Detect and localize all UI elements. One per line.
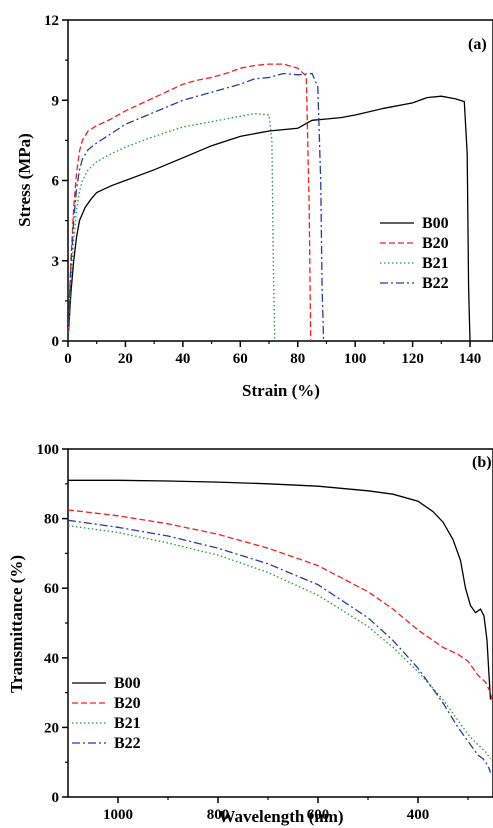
panel-a-y-tick-label: 3 — [52, 254, 60, 270]
panel-b-y-tick-label: 20 — [44, 720, 59, 736]
panel-a-y-tick-label: 0 — [52, 334, 60, 350]
panel-a-legend-label-b21: B21 — [422, 255, 449, 272]
panel-a-series-b21 — [68, 112, 276, 341]
panel-b-legend-label-b21: B21 — [114, 715, 141, 732]
panel-b-x-axis-title: Wavelength (nm) — [218, 807, 343, 826]
panel-a-y-tick-label: 9 — [52, 93, 60, 109]
panel-a-y-tick-label: 6 — [52, 174, 60, 190]
panel-a-x-tick-label: 120 — [401, 351, 424, 367]
panel-b-y-tick-label: 100 — [37, 442, 60, 458]
panel-a-plot-frame — [67, 19, 493, 342]
panel-b-x-tick-label: 1000 — [103, 807, 133, 823]
panel-a-x-axis-title: Strain (%) — [242, 381, 320, 400]
panel-b-x-tick-label: 800 — [207, 807, 230, 823]
panel-b-y-tick-label: 0 — [52, 790, 60, 806]
panel-a-x-tick-label: 0 — [64, 351, 72, 367]
panel-b-series-b22 — [68, 519, 492, 773]
panel-b-series-b20 — [68, 509, 493, 704]
panel-a-label: (a) — [468, 36, 487, 53]
panel-a-y-axis-title: Stress (MPa) — [15, 133, 34, 227]
panel-b-y-axis-title: Transmittance (%) — [7, 555, 26, 693]
panel-b-legend-label-b20: B20 — [114, 695, 141, 712]
panel-a-series-b22 — [68, 72, 325, 341]
panel-a-legend-label-b20: B20 — [422, 235, 449, 252]
panel-a-x-tick-label: 100 — [344, 351, 367, 367]
panel-b-x-tick-label: 400 — [407, 807, 430, 823]
panel-a-x-tick-label: 140 — [459, 351, 482, 367]
panel-a-x-tick-label: 40 — [175, 351, 190, 367]
panel-a-legend-label-b22: B22 — [422, 275, 449, 292]
panel-b-label: (b) — [472, 454, 492, 471]
panel-b-y-tick-label: 60 — [44, 581, 59, 597]
panel-b-y-tick-label: 80 — [44, 512, 59, 528]
panel-b-series-b00 — [68, 479, 492, 700]
panel-b-legend-label-b00: B00 — [114, 675, 141, 692]
panel-b-legend-label-b22: B22 — [114, 735, 141, 752]
panel-b-y-tick-label: 40 — [44, 651, 59, 667]
panel-a-x-tick-label: 20 — [118, 351, 133, 367]
panel-a-series-b00 — [68, 95, 471, 341]
panel-b-series-b21 — [68, 524, 492, 760]
panel-b-x-tick-label: 600 — [307, 807, 330, 823]
panel-a-y-tick-label: 12 — [44, 13, 59, 29]
panel-a-x-tick-label: 80 — [290, 351, 305, 367]
panel-a-x-tick-label: 60 — [233, 351, 248, 367]
panel-a-legend-label-b00: B00 — [422, 215, 449, 232]
transmittance-panel: (b) Wavelength (nm) Transmittance (%) 10… — [7, 442, 493, 826]
stress-strain-panel: (a) Strain (%) Stress (MPa) 0 20 40 60 80 100… — [15, 13, 493, 400]
panel-a-series-b20 — [68, 63, 312, 341]
